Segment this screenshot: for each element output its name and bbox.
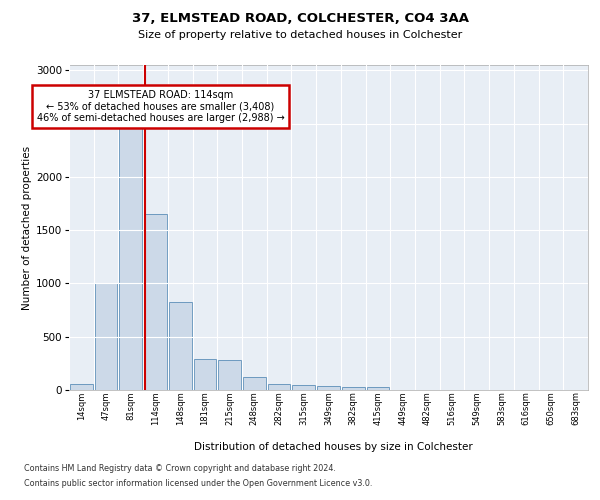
Text: Distribution of detached houses by size in Colchester: Distribution of detached houses by size … xyxy=(194,442,472,452)
Text: 37, ELMSTEAD ROAD, COLCHESTER, CO4 3AA: 37, ELMSTEAD ROAD, COLCHESTER, CO4 3AA xyxy=(131,12,469,26)
Bar xyxy=(317,386,340,390)
Bar xyxy=(268,384,290,390)
Bar xyxy=(169,302,191,390)
Bar xyxy=(144,214,167,390)
Bar xyxy=(194,359,216,390)
Text: Contains public sector information licensed under the Open Government Licence v3: Contains public sector information licen… xyxy=(24,479,373,488)
Bar xyxy=(367,387,389,390)
Bar xyxy=(95,284,118,390)
Bar xyxy=(292,384,315,390)
Y-axis label: Number of detached properties: Number of detached properties xyxy=(22,146,32,310)
Bar xyxy=(218,360,241,390)
Bar xyxy=(342,388,365,390)
Bar xyxy=(70,384,93,390)
Text: Contains HM Land Registry data © Crown copyright and database right 2024.: Contains HM Land Registry data © Crown c… xyxy=(24,464,336,473)
Text: 37 ELMSTEAD ROAD: 114sqm
← 53% of detached houses are smaller (3,408)
46% of sem: 37 ELMSTEAD ROAD: 114sqm ← 53% of detach… xyxy=(37,90,284,122)
Text: Size of property relative to detached houses in Colchester: Size of property relative to detached ho… xyxy=(138,30,462,40)
Bar xyxy=(119,127,142,390)
Bar xyxy=(243,377,266,390)
